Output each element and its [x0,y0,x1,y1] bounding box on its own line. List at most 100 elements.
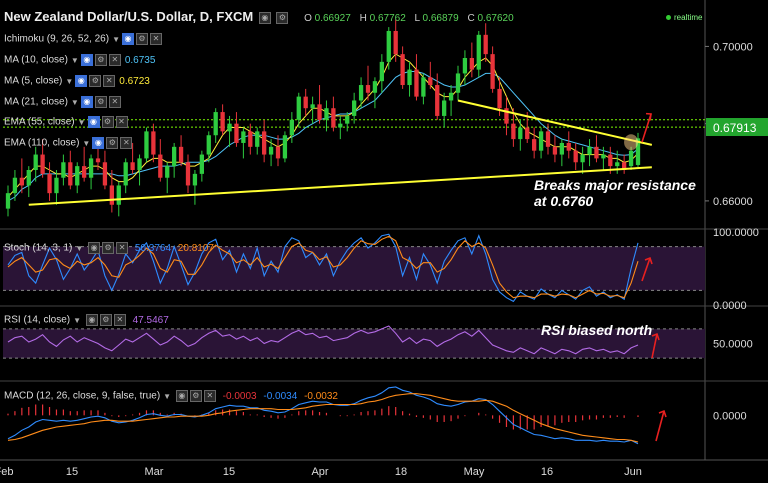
eye-icon[interactable]: ◉ [85,314,98,326]
eye-icon[interactable]: ◉ [121,33,134,45]
candle [172,142,177,178]
eye-icon[interactable]: ◉ [258,11,271,24]
settings-icon[interactable]: ⚙ [94,96,107,108]
candle-body [338,123,343,128]
settings-icon[interactable]: ⚙ [101,116,114,128]
candle-body [393,30,398,55]
settings-icon[interactable]: ⚙ [89,75,102,87]
candle-body [525,127,530,140]
series-line--d [7,235,639,299]
candle [241,127,246,159]
series-line--k [7,233,639,303]
close-icon[interactable]: ✕ [108,96,121,108]
candle-body [178,146,184,163]
close-icon[interactable]: ✕ [149,33,162,45]
candle-body [601,154,606,159]
close-icon[interactable]: ✕ [203,390,216,402]
candle [296,92,301,128]
candle [407,61,412,97]
candle-body [455,73,461,93]
candle [227,115,232,147]
candle-body [324,108,329,120]
candle [317,85,322,124]
candle-body [400,54,405,86]
candle [61,154,66,186]
candle-body [352,100,357,116]
price-tick-label: 0.70000 [713,41,753,53]
candle [428,61,433,89]
stoch-legend: Stoch (14, 3, 1) ▼ ◉ ⚙ ✕ 50.3764 20.8107 [4,242,214,254]
candle-body [331,108,336,128]
chart-title: New Zealand Dollar/U.S. Dollar, D, FXCM [4,9,254,24]
close-icon[interactable]: ✕ [113,314,126,326]
candle-body [462,58,468,74]
ma5-line [7,53,639,198]
candle-body [587,146,592,155]
candle-body [635,138,641,165]
candle-body [82,166,87,178]
candle [144,127,149,163]
settings-icon[interactable]: ⚙ [102,242,115,254]
close-icon[interactable]: ✕ [115,116,128,128]
candle [365,65,371,101]
candle [559,139,564,167]
close-icon[interactable]: ✕ [116,242,129,254]
candle [462,50,468,86]
candle-body [213,112,218,136]
candle [580,146,585,174]
candle-body [227,123,232,132]
candle-body [255,131,260,147]
candle [622,154,627,174]
settings-icon[interactable]: ⚙ [106,137,119,149]
candle-body [123,162,128,186]
candle [158,139,163,182]
eye-icon[interactable]: ◉ [88,242,101,254]
eye-icon[interactable]: ◉ [175,390,188,402]
settings-icon[interactable]: ⚙ [189,390,202,402]
candle-body [448,92,454,101]
candle-body [504,108,509,124]
rsi-arrow-head [651,332,660,341]
candle [352,92,357,124]
settings-icon[interactable]: ⚙ [276,11,289,24]
candle [68,150,73,190]
eye-icon[interactable]: ◉ [80,54,93,66]
time-tick-label: May [464,466,485,478]
candle [206,131,211,163]
candle-body [268,146,274,155]
settings-icon[interactable]: ⚙ [135,33,148,45]
indicator-legend: EMA (55, close) ▼ ◉ ⚙ ✕ [4,116,132,128]
stoch-tick-label: 100.0000 [713,227,759,239]
candle-body [151,131,156,155]
candle [379,54,384,93]
candle [538,127,544,159]
close-icon[interactable]: ✕ [120,137,133,149]
macd-arrow-head [658,409,667,418]
candle-body [608,154,613,167]
candle [33,146,38,182]
candle [255,127,260,155]
eye-icon[interactable]: ◉ [80,96,93,108]
candle-body [628,150,634,167]
indicator-value: 0.6735 [124,54,156,66]
candle-body [109,185,114,205]
close-icon[interactable]: ✕ [103,75,116,87]
candle [88,154,94,190]
eye-icon[interactable]: ◉ [92,137,105,149]
candle [220,104,225,136]
settings-icon[interactable]: ⚙ [99,314,112,326]
candle [635,132,641,167]
candle-body [54,177,59,194]
candle [331,96,336,132]
ohlc-readout: O 0.66927 H 0.67762 L 0.66879 C 0.67620 [304,13,514,24]
candle [213,108,218,143]
settings-icon[interactable]: ⚙ [94,54,107,66]
eye-icon[interactable]: ◉ [75,75,88,87]
close-icon[interactable]: ✕ [108,54,121,66]
eye-icon[interactable]: ◉ [87,116,100,128]
realtime-badge: realtime [666,13,702,22]
candle [75,162,80,194]
candle-body [12,177,18,194]
candle [345,112,350,132]
